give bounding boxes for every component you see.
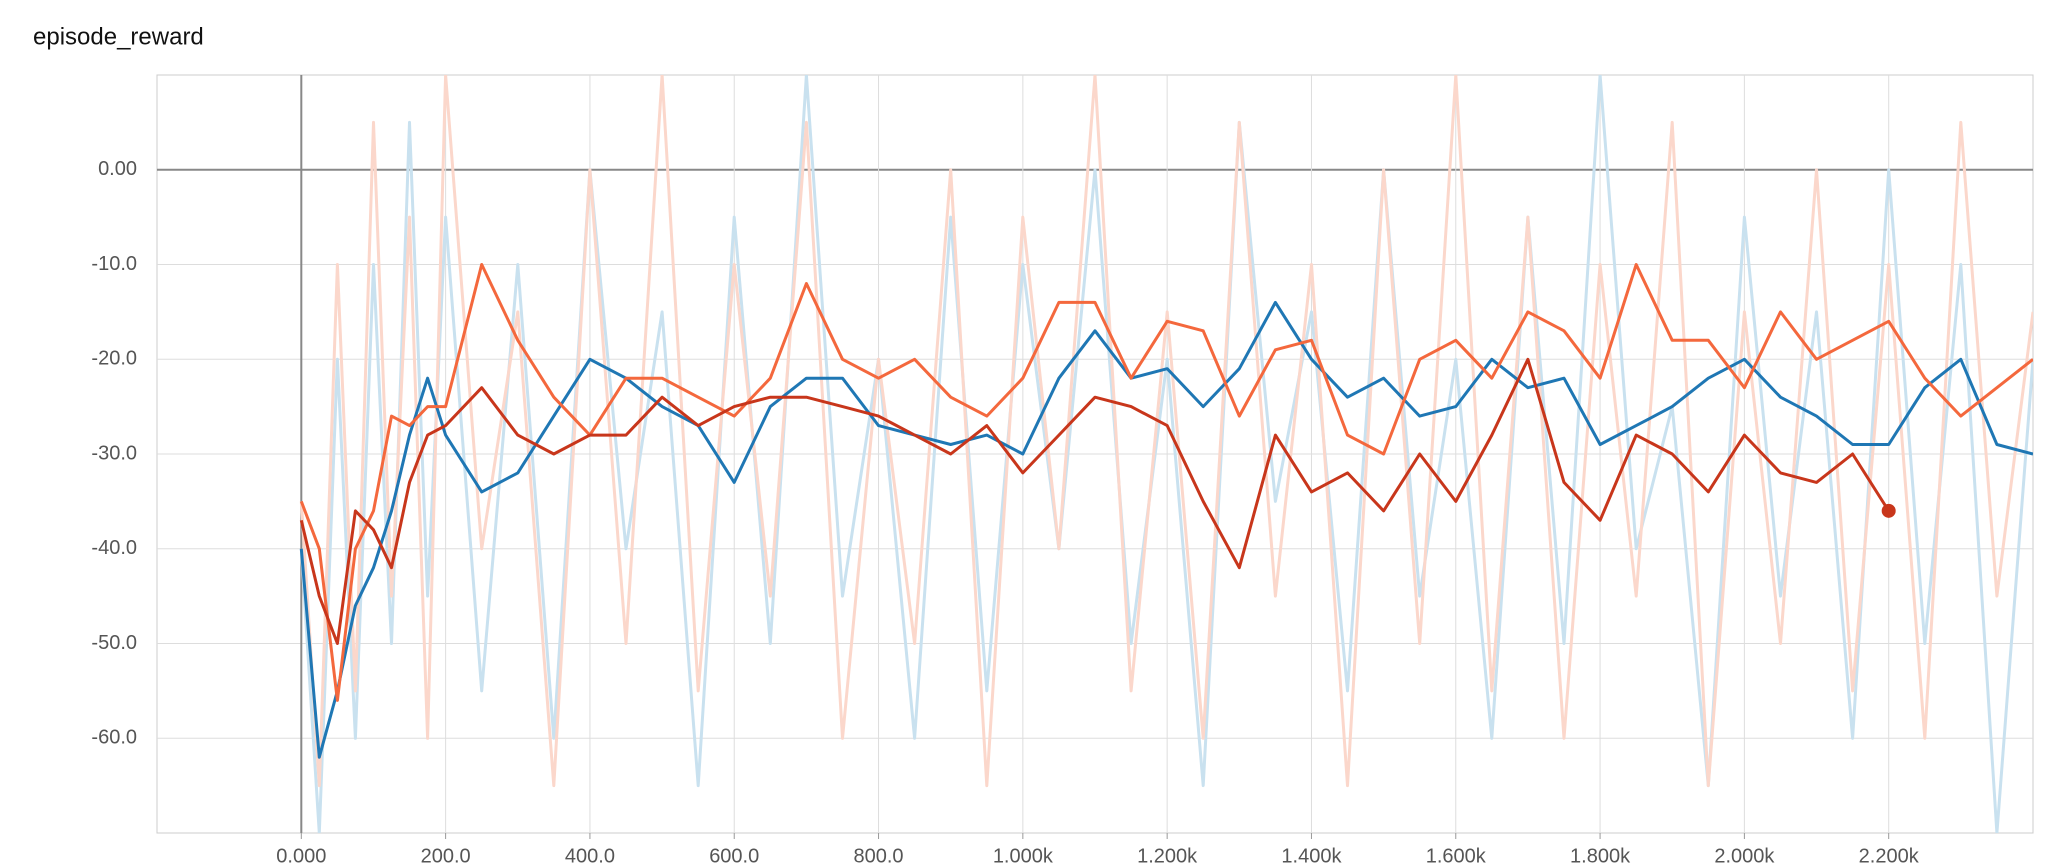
y-tick-label: -40.0	[91, 537, 137, 559]
y-tick-label: -30.0	[91, 442, 137, 464]
series-line	[299, 357, 1890, 645]
y-tick-label: -60.0	[91, 727, 137, 749]
x-tick-label: 1.400k	[1281, 845, 1342, 867]
plot-area	[299, 75, 2033, 833]
y-tick-label: -50.0	[91, 632, 137, 654]
x-tick-label: 1.000k	[993, 845, 1054, 867]
x-tick-label: 0.000	[276, 845, 326, 867]
chart-title: episode_reward	[33, 23, 204, 50]
series-line	[299, 75, 2033, 833]
x-tick-label: 800.0	[854, 845, 904, 867]
x-tick-label: 600.0	[709, 845, 759, 867]
x-tick-label: 400.0	[565, 845, 615, 867]
series-line	[299, 300, 2033, 759]
series-line	[299, 263, 2033, 702]
y-tick-label: 0.00	[98, 158, 137, 180]
x-tick-label: 1.800k	[1570, 845, 1631, 867]
x-tick-label: 1.200k	[1137, 845, 1198, 867]
x-tick-label: 2.000k	[1714, 845, 1775, 867]
end-marker	[1881, 503, 1896, 518]
x-tick-label: 200.0	[421, 845, 471, 867]
series-line	[299, 75, 2033, 788]
y-tick-label: -10.0	[91, 253, 137, 275]
x-tick-label: 1.600k	[1426, 845, 1487, 867]
y-tick-label: -20.0	[91, 348, 137, 370]
x-tick-label: 2.200k	[1859, 845, 1920, 867]
